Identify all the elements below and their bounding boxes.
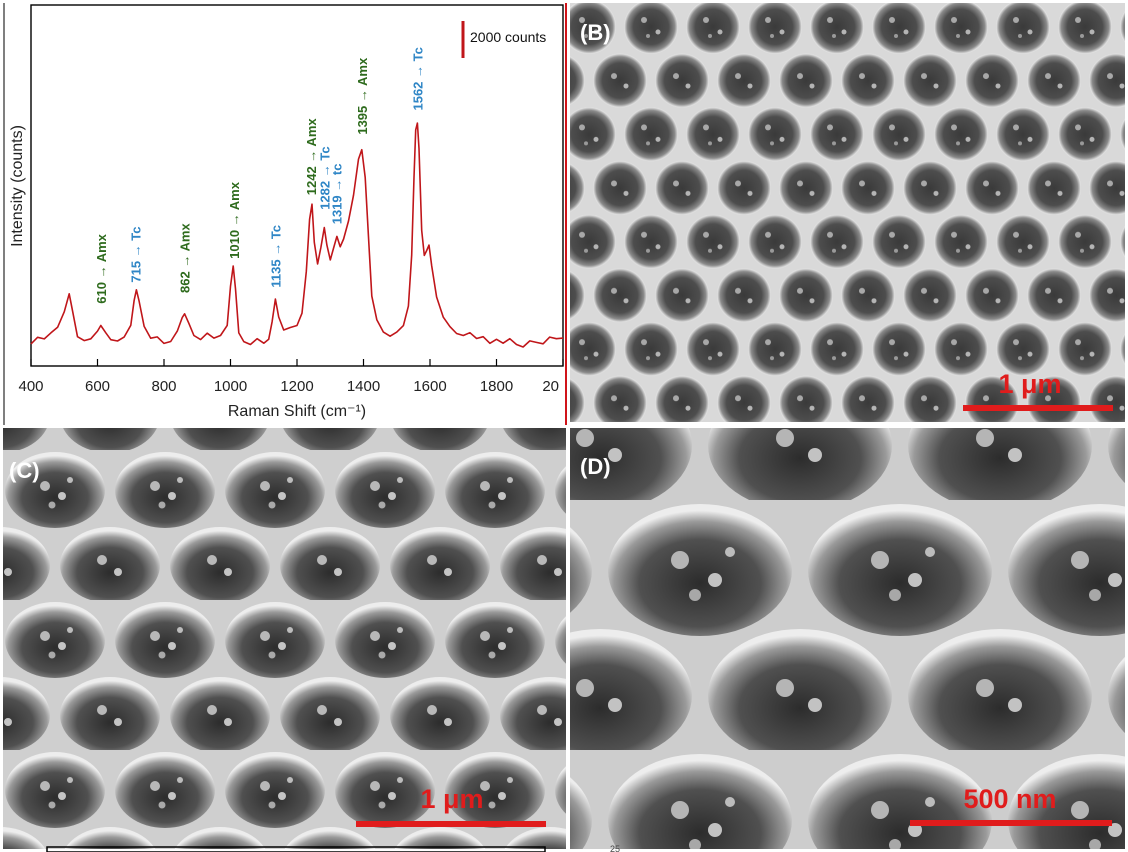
footer-frame <box>46 846 546 852</box>
sem-panel-b: (B) 1 μm <box>570 3 1125 422</box>
x-tick-label: 20 <box>542 378 559 395</box>
peak-annotations: 610 → Amx 715 → Tc 862 → Amx 1010 → Amx 1135… <box>94 47 426 304</box>
panel-label-c: (C) <box>9 458 40 483</box>
chart-background <box>4 3 566 425</box>
sem-image-tilted-view <box>3 428 566 849</box>
raman-spectrum-panel: 400 600 800 1000 1200 1400 1600 1800 20 Raman Sh… <box>3 3 567 425</box>
peak-label-1395: 1395 → Amx <box>355 57 370 135</box>
scale-bar-b <box>963 405 1113 411</box>
peak-label-1562: 1562 → Tc <box>410 47 425 110</box>
scale-bar-c <box>356 821 546 827</box>
y-axis-label: Intensity (counts) <box>9 125 26 247</box>
peak-label-715: 715 → Tc <box>129 226 144 282</box>
scale-bar-d <box>910 820 1112 826</box>
x-tick-label: 800 <box>151 378 176 395</box>
x-tick-label: 1200 <box>280 378 313 395</box>
sem-panel-d: (D) 500 nm <box>570 428 1125 849</box>
x-axis-tick-labels: 400 600 800 1000 1200 1400 1600 1800 20 <box>18 378 559 395</box>
sem-image-top-view <box>570 3 1125 422</box>
peak-label-1282: 1282 → Tc <box>317 146 332 209</box>
x-tick-label: 600 <box>85 378 110 395</box>
panel-label-b: (B) <box>580 20 611 45</box>
raman-spectrum-line <box>30 122 564 348</box>
peak-label-1135: 1135 → Tc <box>268 225 283 288</box>
scale-bar-label-c: 1 μm <box>420 784 483 814</box>
peak-label-1242: 1242 → Amx <box>304 118 319 196</box>
peak-label-610: 610 → Amx <box>94 233 109 303</box>
scale-bar-label-d: 500 nm <box>963 784 1056 814</box>
x-tick-label: 1400 <box>347 378 380 395</box>
intensity-scale-bar-label: 2000 counts <box>470 29 546 45</box>
footer-text: 25 <box>610 844 620 852</box>
sem-panel-c: (C) 1 μm <box>3 428 566 849</box>
scale-bar-label-b: 1 μm <box>998 369 1061 399</box>
x-tick-label: 400 <box>18 378 43 395</box>
sem-image-high-magnification <box>570 428 1125 849</box>
x-axis-ticks <box>30 359 564 366</box>
x-axis-label: Raman Shift (cm⁻¹) <box>228 403 366 420</box>
peak-label-862: 862 → Amx <box>178 223 193 293</box>
x-tick-label: 1600 <box>413 378 446 395</box>
x-tick-label: 1000 <box>214 378 247 395</box>
panel-label-d: (D) <box>580 454 611 479</box>
peak-label-1319: 1319 → tc <box>330 164 345 225</box>
peak-label-1010: 1010 → Amx <box>227 181 242 259</box>
x-tick-label: 1800 <box>480 378 513 395</box>
